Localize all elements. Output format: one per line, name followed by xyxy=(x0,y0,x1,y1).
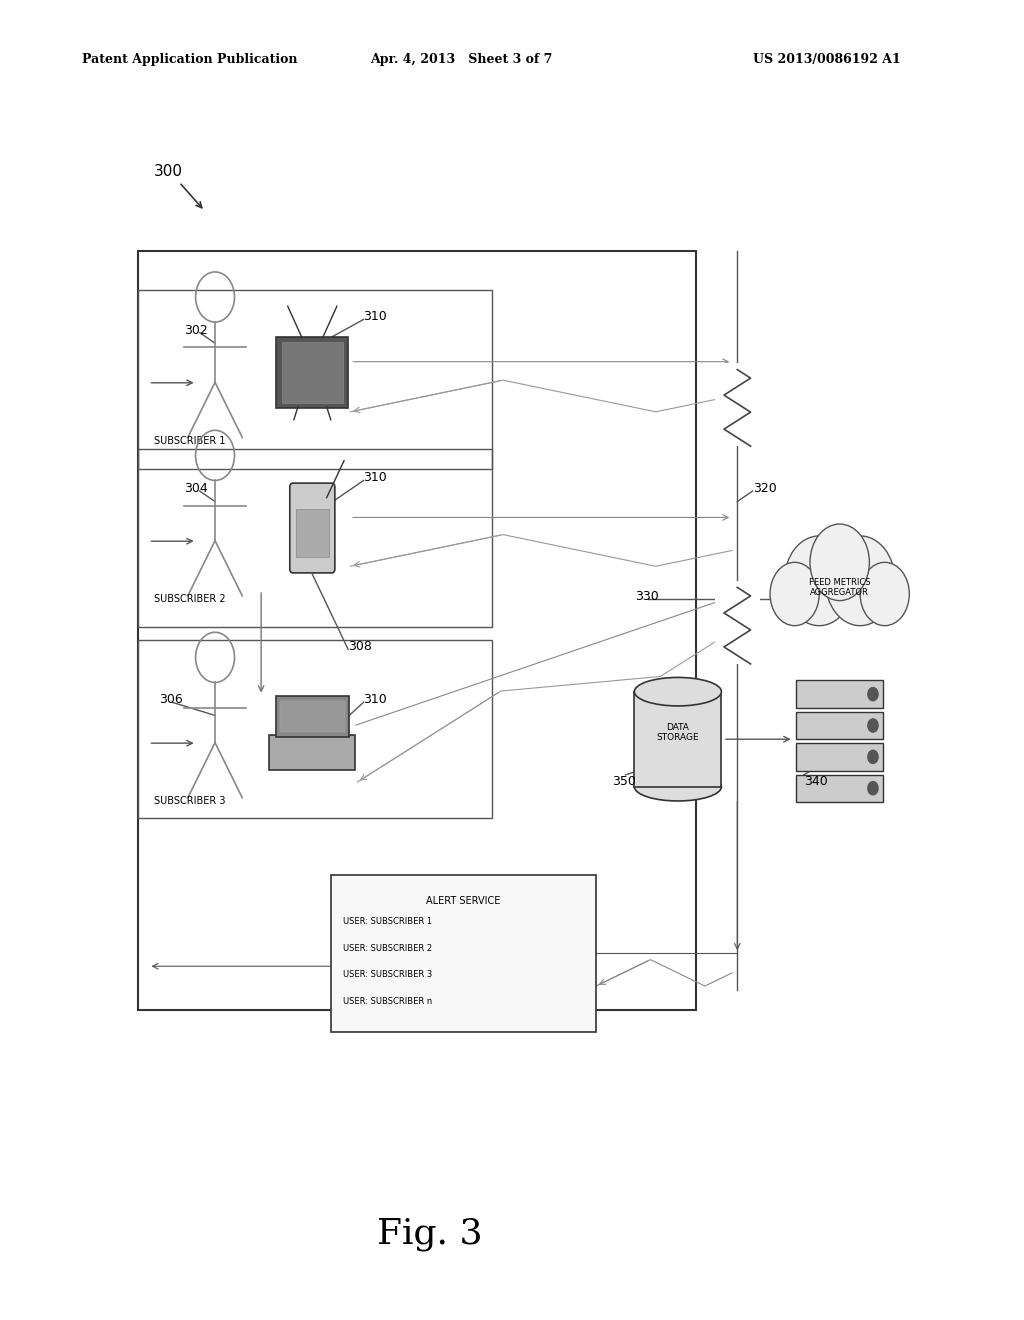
Text: 350: 350 xyxy=(612,775,636,788)
Text: Patent Application Publication: Patent Application Publication xyxy=(82,53,297,66)
Text: DATA
STORAGE: DATA STORAGE xyxy=(656,723,699,742)
Circle shape xyxy=(867,750,878,763)
Text: 308: 308 xyxy=(348,640,372,653)
Ellipse shape xyxy=(635,677,721,706)
Text: 330: 330 xyxy=(635,590,658,603)
Text: SUBSCRIBER 1: SUBSCRIBER 1 xyxy=(154,436,225,446)
Bar xyxy=(797,681,883,708)
FancyBboxPatch shape xyxy=(282,342,343,403)
FancyBboxPatch shape xyxy=(290,483,335,573)
Text: 304: 304 xyxy=(184,482,208,495)
Text: 310: 310 xyxy=(364,693,387,706)
Bar xyxy=(797,775,883,801)
Text: Fig. 3: Fig. 3 xyxy=(377,1217,483,1251)
Circle shape xyxy=(770,562,819,626)
Bar xyxy=(138,640,492,818)
FancyBboxPatch shape xyxy=(276,337,348,408)
Circle shape xyxy=(784,536,854,626)
FancyBboxPatch shape xyxy=(296,510,329,557)
Circle shape xyxy=(825,536,895,626)
Text: 300: 300 xyxy=(154,164,182,180)
Text: 320: 320 xyxy=(753,482,776,495)
Text: USER: SUBSCRIBER 2: USER: SUBSCRIBER 2 xyxy=(343,944,432,953)
FancyBboxPatch shape xyxy=(269,735,355,770)
Text: 360: 360 xyxy=(486,891,510,904)
Bar xyxy=(715,581,760,664)
FancyBboxPatch shape xyxy=(331,875,596,1032)
Bar xyxy=(138,449,492,627)
FancyBboxPatch shape xyxy=(275,696,349,738)
Text: 302: 302 xyxy=(184,323,208,337)
Circle shape xyxy=(860,562,909,626)
Circle shape xyxy=(810,524,869,601)
Bar xyxy=(797,711,883,739)
Bar xyxy=(138,290,492,469)
Text: 306: 306 xyxy=(159,693,182,706)
Bar xyxy=(797,743,883,771)
Circle shape xyxy=(867,688,878,701)
Text: USER: SUBSCRIBER 1: USER: SUBSCRIBER 1 xyxy=(343,917,432,927)
Text: 340: 340 xyxy=(804,775,827,788)
Text: SUBSCRIBER 2: SUBSCRIBER 2 xyxy=(154,594,225,605)
Ellipse shape xyxy=(635,772,721,801)
Text: 310: 310 xyxy=(364,471,387,484)
Bar xyxy=(715,363,760,446)
Text: 310: 310 xyxy=(364,310,387,323)
Text: FEED METRICS
AGGREGATOR: FEED METRICS AGGREGATOR xyxy=(809,578,870,597)
Text: USER: SUBSCRIBER 3: USER: SUBSCRIBER 3 xyxy=(343,970,432,979)
Bar xyxy=(635,692,721,787)
Text: Apr. 4, 2013   Sheet 3 of 7: Apr. 4, 2013 Sheet 3 of 7 xyxy=(370,53,552,66)
FancyBboxPatch shape xyxy=(280,701,345,733)
Text: ALERT SERVICE: ALERT SERVICE xyxy=(426,896,501,907)
Circle shape xyxy=(867,781,878,795)
Text: USER: SUBSCRIBER n: USER: SUBSCRIBER n xyxy=(343,997,432,1006)
Text: SUBSCRIBER 3: SUBSCRIBER 3 xyxy=(154,796,225,807)
Circle shape xyxy=(867,719,878,733)
Bar xyxy=(138,251,696,1010)
Text: US 2013/0086192 A1: US 2013/0086192 A1 xyxy=(754,53,901,66)
